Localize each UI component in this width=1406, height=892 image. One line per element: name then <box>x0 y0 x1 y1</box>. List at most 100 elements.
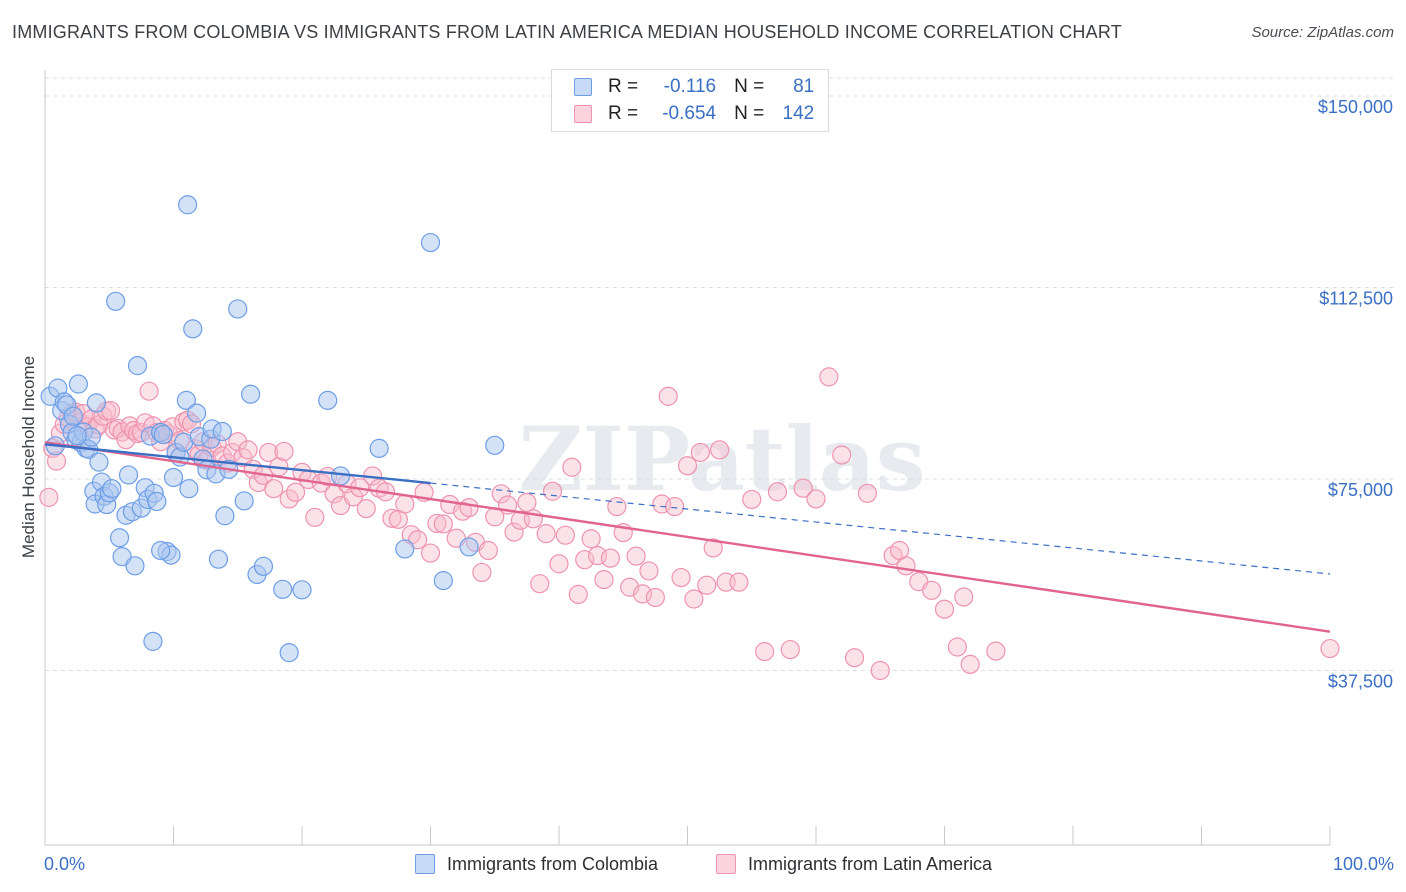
colombia-point <box>102 479 122 499</box>
colombia-point <box>68 374 89 394</box>
x-tick-label: 100.0% <box>1333 854 1394 874</box>
legend-n-value: 81 <box>793 76 815 97</box>
latin-america-point <box>729 572 749 592</box>
colombia-point <box>89 452 109 472</box>
latin-america-point <box>472 562 492 583</box>
bottom-legend-label-colombia: Immigrants from Colombia <box>447 853 659 874</box>
colombia-point <box>67 425 87 446</box>
colombia-point <box>433 571 453 591</box>
colombia-point <box>228 299 248 319</box>
legend-swatch-colombia <box>574 78 592 96</box>
latin-america-point <box>575 550 595 570</box>
latin-america-point <box>870 660 890 681</box>
latin-america-point <box>264 479 284 499</box>
colombia-point <box>86 393 107 413</box>
colombia-point <box>127 356 148 376</box>
latin-america-point <box>934 599 955 619</box>
bottom-legend-latin-america: Immigrants from Latin America <box>716 851 992 877</box>
latin-america-point <box>665 496 685 517</box>
latin-america-point <box>883 545 903 566</box>
legend-row-colombia: R = -0.116 N = 81 <box>574 75 814 99</box>
latin-america-point <box>517 492 537 513</box>
latin-america-trend-line <box>44 441 1331 633</box>
colombia-point <box>395 539 415 559</box>
latin-america-point <box>305 507 325 527</box>
colombia-point <box>208 549 229 569</box>
latin-america-point <box>607 496 627 517</box>
bottom-legend-swatch-colombia <box>415 854 435 874</box>
latin-america-point <box>697 575 717 595</box>
latin-america-point <box>39 487 59 507</box>
colombia-point <box>63 406 83 426</box>
latin-america-point <box>690 442 710 463</box>
chart-title: IMMIGRANTS FROM COLOMBIA VS IMMIGRANTS F… <box>12 22 1122 42</box>
latin-america-point <box>285 482 306 502</box>
legend-swatch-latin-america <box>574 105 592 123</box>
colombia-point <box>318 390 338 410</box>
legend-r-label: R = <box>608 76 639 97</box>
y-tick-label: $150,000 <box>1318 97 1393 117</box>
colombia-point <box>118 465 139 485</box>
latin-america-point <box>742 489 762 510</box>
legend-row-latin-america: R = -0.654 N = 142 <box>574 102 814 126</box>
latin-america-point <box>645 587 665 608</box>
latin-america-point <box>555 525 576 545</box>
latin-america-point <box>677 456 698 476</box>
latin-america-point <box>530 574 550 594</box>
latin-america-point <box>382 508 402 528</box>
colombia-point <box>234 491 254 511</box>
latin-america-point <box>504 522 524 542</box>
x-tick-label: 0.0% <box>44 854 85 874</box>
colombia-point <box>151 540 171 561</box>
latin-america-point <box>710 440 730 460</box>
latin-america-point <box>632 584 653 604</box>
latin-america-point <box>922 580 942 600</box>
bottom-legend-label-latin-america: Immigrants from Latin America <box>748 853 993 874</box>
colombia-point <box>459 537 479 557</box>
latin-america-point <box>542 481 563 501</box>
latin-america-point <box>767 482 788 502</box>
latin-america-point <box>395 494 415 514</box>
colombia-point <box>163 467 184 488</box>
colombia-point <box>420 232 441 253</box>
latin-america-point <box>581 529 601 549</box>
colombia-point <box>109 528 130 548</box>
latin-america-point <box>1320 638 1340 659</box>
colombia-point <box>106 291 126 311</box>
latin-america-point <box>258 442 279 463</box>
latin-america-point <box>356 499 376 519</box>
latin-america-point <box>274 441 294 462</box>
colombia-point <box>147 491 167 512</box>
latin-america-point <box>844 648 865 668</box>
latin-america-point <box>459 497 479 518</box>
colombia-point <box>183 319 203 339</box>
legend-r-value: -0.654 <box>662 103 717 124</box>
latin-america-point <box>889 540 910 561</box>
colombia-point <box>369 438 389 458</box>
latin-america-point <box>954 587 974 607</box>
latin-america-point <box>594 570 614 590</box>
colombia-point <box>241 384 261 404</box>
latin-america-point <box>568 584 588 605</box>
legend-r-value: -0.116 <box>663 76 717 97</box>
y-axis-title: Median Household Income <box>19 356 38 558</box>
latin-america-point <box>420 543 441 563</box>
latin-america-point <box>139 381 159 401</box>
latin-america-point <box>857 483 878 503</box>
colombia-trend-line-extension <box>430 482 1331 575</box>
colombia-point <box>212 421 232 442</box>
colombia-point <box>215 506 235 526</box>
y-tick-label: $75,000 <box>1328 480 1393 500</box>
latin-america-point <box>780 639 800 660</box>
legend-n-label: N = <box>734 103 765 124</box>
latin-america-point <box>832 445 852 465</box>
latin-america-point <box>819 367 839 387</box>
latin-america-point <box>960 654 980 674</box>
colombia-point <box>253 556 274 576</box>
legend-r-label: R = <box>608 103 639 124</box>
colombia-point <box>273 579 293 599</box>
bottom-legend-colombia: Immigrants from Colombia <box>415 851 658 877</box>
legend-n-label: N = <box>734 76 765 97</box>
latin-america-point <box>238 440 258 460</box>
